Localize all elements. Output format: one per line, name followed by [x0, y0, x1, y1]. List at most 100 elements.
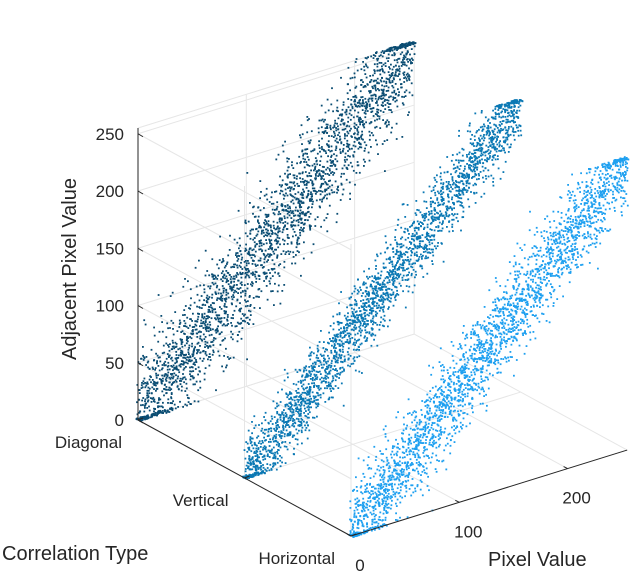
scatter-point	[299, 162, 302, 164]
scatter-point	[402, 59, 404, 61]
scatter-point	[269, 247, 272, 250]
scatter-point	[165, 412, 168, 414]
scatter-point	[159, 405, 161, 408]
scatter-point	[289, 250, 292, 253]
scatter-point	[316, 171, 318, 174]
scatter-point	[354, 136, 356, 139]
scatter-point	[393, 89, 396, 92]
scatter-point	[254, 244, 257, 247]
scatter-point	[384, 277, 387, 280]
scatter-point	[431, 200, 434, 203]
scatter-point	[180, 360, 183, 362]
scatter-point	[406, 50, 409, 52]
scatter-point	[429, 212, 431, 215]
scatter-point	[335, 347, 337, 349]
scatter-point	[390, 63, 392, 66]
scatter-point	[378, 61, 381, 64]
scatter-point	[172, 333, 175, 336]
scatter-point	[374, 87, 377, 90]
scatter-point	[329, 165, 332, 167]
scatter-point	[506, 115, 509, 118]
scatter-point	[392, 77, 395, 79]
scatter-point	[170, 393, 173, 395]
scatter-point	[245, 268, 247, 270]
scatter-point	[226, 316, 229, 318]
scatter-point	[300, 226, 302, 229]
scatter-point	[192, 332, 195, 335]
scatter-point	[355, 340, 358, 342]
scatter-point	[352, 144, 355, 147]
scatter-point	[499, 107, 502, 109]
scatter-point	[151, 366, 154, 369]
scatter-point	[267, 253, 269, 256]
scatter-point	[146, 389, 149, 392]
scatter-point	[369, 308, 372, 311]
scatter-point	[359, 343, 362, 346]
scatter-point	[251, 468, 254, 471]
grid-line-y-floor-1	[244, 391, 521, 479]
scatter-point	[290, 212, 293, 214]
scatter-point	[409, 258, 412, 261]
scatter-point	[255, 265, 257, 267]
scatter-point	[192, 352, 195, 354]
scatter-point	[262, 231, 265, 234]
scatter-point	[226, 314, 229, 316]
scatter-point	[211, 309, 214, 312]
scatter-point	[358, 349, 360, 351]
scatter-point	[192, 329, 194, 331]
scatter-point	[305, 184, 308, 186]
scatter-point	[154, 368, 156, 371]
scatter-point	[406, 256, 409, 259]
scatter-point	[407, 75, 409, 78]
scatter-point	[359, 286, 361, 289]
scatter-point	[297, 202, 300, 204]
scatter-point	[292, 202, 295, 205]
scatter-point	[170, 396, 172, 399]
scatter-point	[384, 98, 386, 101]
scatter-point	[248, 459, 251, 462]
scatter-point	[440, 182, 442, 185]
scatter-point	[363, 270, 365, 273]
scatter-point	[207, 327, 210, 330]
scatter-point	[222, 290, 225, 292]
scatter-point	[413, 220, 415, 223]
scatter-point	[170, 348, 173, 351]
scatter-point	[267, 455, 269, 457]
scatter-point	[385, 82, 388, 85]
scatter-point	[358, 355, 361, 358]
scatter-point	[304, 171, 307, 173]
scatter-point	[265, 220, 267, 223]
scatter-point	[161, 367, 164, 370]
scatter-point	[371, 85, 374, 88]
scatter-point	[348, 125, 351, 128]
scatter-point	[271, 290, 274, 292]
scatter-point	[396, 261, 399, 263]
scatter-point	[334, 351, 336, 353]
scatter-point	[352, 96, 355, 98]
scatter-point	[442, 215, 445, 217]
scatter-point	[332, 173, 335, 176]
scatter-point	[335, 360, 338, 362]
scatter-point	[358, 117, 361, 119]
scatter-point	[149, 416, 152, 419]
scatter-point	[265, 439, 267, 441]
scatter-point	[317, 357, 320, 359]
scatter-point	[281, 413, 283, 415]
scatter-point	[358, 171, 361, 174]
scatter-point	[356, 128, 359, 130]
scatter-point	[346, 134, 348, 137]
scatter-point	[250, 450, 253, 453]
scatter-point	[157, 401, 160, 404]
scatter-point	[288, 158, 290, 160]
scatter-point	[264, 255, 267, 258]
scatter-point	[365, 290, 368, 293]
scatter-point	[336, 361, 339, 364]
scatter-point	[355, 349, 358, 351]
scatter-point	[363, 141, 366, 144]
scatter-point	[431, 215, 434, 218]
scatter-point	[259, 307, 261, 309]
scatter-point	[149, 375, 152, 378]
scatter-point	[227, 280, 230, 282]
scatter-point	[247, 269, 250, 272]
scatter-point	[230, 289, 233, 292]
